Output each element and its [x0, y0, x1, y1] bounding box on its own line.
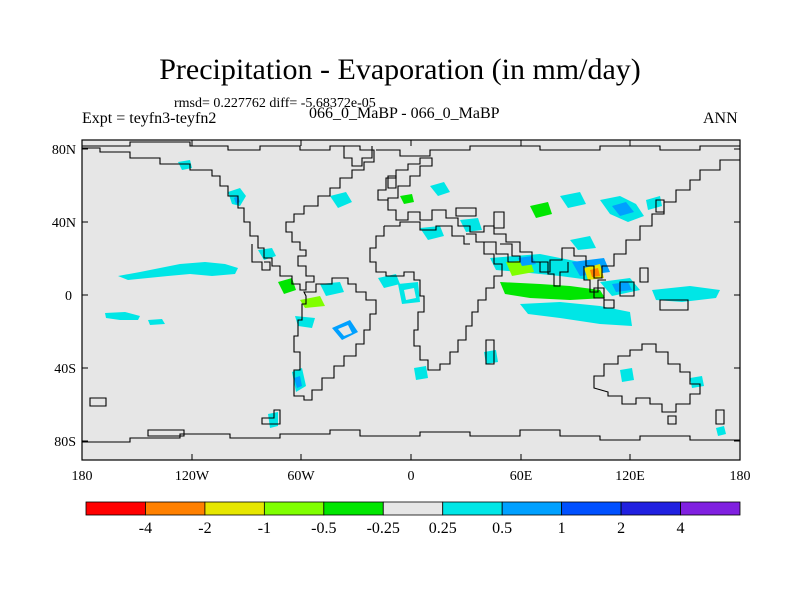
colorbar-label-8: 2: [617, 520, 625, 537]
colorbar-swatch-7: [501, 501, 563, 516]
lat-label-80s: 80S: [54, 435, 76, 450]
colorbar-swatch-9: [620, 501, 681, 516]
patch-mexico: [258, 248, 276, 260]
coast-antarctic-island-1: [89, 397, 107, 407]
coast-mediterranean: [384, 221, 470, 245]
patch-central-asia: [530, 202, 552, 218]
coast-antarctica: [82, 429, 740, 443]
lat-ticks: [82, 148, 740, 442]
patch-siberia: [560, 192, 586, 208]
patch-west-pacific: [652, 286, 720, 302]
colorbar-label-7: 1: [558, 520, 566, 537]
coast-tasmania: [667, 415, 677, 425]
colorbar-label-5: 0.25: [429, 520, 457, 537]
coast-indochina: [583, 266, 606, 293]
coast-uk: [387, 175, 397, 189]
case-label: 066_0_MaBP - 066_0_MaBP: [309, 105, 500, 122]
patch-australia-north: [620, 368, 634, 382]
colorbar-swatch-8: [561, 501, 622, 516]
colorbar-swatch-4: [323, 501, 384, 516]
anomaly-patches: [105, 160, 726, 436]
patch-pacific-north: [118, 262, 238, 280]
patch-middle-east: [460, 218, 482, 232]
colorbar-swatch-3: [263, 501, 325, 516]
lat-label-40s: 40S: [54, 362, 76, 377]
coast-patagonia-island: [261, 409, 281, 425]
colorbar-swatch-10: [680, 501, 741, 516]
lon-label-60w: 60W: [287, 469, 315, 484]
coast-black-sea: [455, 207, 477, 217]
coast-arabia: [484, 241, 521, 263]
coast-sumatra: [593, 287, 615, 309]
colorbar-label-9: 4: [677, 520, 685, 537]
colorbar-label-1: -2: [198, 520, 211, 537]
colorbar-swatch-5: [382, 501, 444, 516]
patch-amazon-3: [320, 282, 344, 296]
lon-label-60e: 60E: [510, 469, 533, 484]
colorbar-label-4: -0.25: [367, 520, 400, 537]
coast-antarctic-island-2: [147, 429, 185, 437]
lon-label-180e: 180: [730, 469, 751, 484]
colorbar-swatch-2: [204, 501, 265, 516]
plot-title: Precipitation - Evaporation (in mm/day): [159, 53, 641, 86]
coast-north-america: [82, 141, 375, 291]
lon-label-0: 0: [408, 469, 415, 484]
coast-india: [538, 261, 569, 287]
experiment-label: Expt = teyfn3-teyfn2: [82, 110, 217, 127]
patch-equatorial-indian: [500, 282, 605, 300]
stats-text: rmsd= 0.227762 diff= -5.68372e-05: [174, 96, 376, 111]
patch-pacific-south: [105, 312, 140, 320]
colorbar-swatch-0: [85, 501, 146, 516]
patch-west-africa: [378, 274, 400, 288]
colorbar-swatch-6: [442, 501, 503, 516]
patch-east-asia-2: [612, 202, 634, 216]
coastlines: [82, 141, 740, 443]
lat-label-40n: 40N: [52, 216, 76, 231]
colorbar-label-3: -0.5: [311, 520, 336, 537]
lon-label-120e: 120E: [615, 469, 645, 484]
patch-central-africa-inner: [404, 288, 416, 300]
coast-eurasia: [376, 145, 740, 279]
lon-label-180w: 180: [72, 469, 93, 484]
lon-label-120w: 120W: [175, 469, 210, 484]
colorbar-label-2: -1: [258, 520, 271, 537]
patch-indochina-2: [590, 268, 600, 277]
patch-amazon-1: [295, 316, 315, 328]
patch-arabian-sea: [490, 254, 600, 280]
patch-south-africa: [414, 366, 428, 380]
lon-ticks: [81, 140, 741, 460]
colorbar-label-0: -4: [139, 520, 152, 537]
patch-tasmania: [716, 426, 726, 436]
coast-new-guinea: [659, 299, 689, 311]
coast-greenland: [343, 146, 373, 167]
colorbar: -4 -2 -1 -0.5 -0.25 0.25 0.5 1 2 4: [85, 501, 741, 537]
coast-africa: [369, 226, 503, 371]
patch-greenland: [178, 160, 192, 170]
lat-label-80n: 80N: [52, 143, 76, 158]
coast-japan: [655, 199, 665, 213]
patch-brazil-inner: [338, 325, 352, 336]
season-label: ANN: [703, 110, 738, 127]
patch-south-america-west-2: [294, 376, 302, 388]
lat-label-0: 0: [65, 289, 72, 304]
patch-maritime-2: [612, 282, 632, 292]
coast-philippines: [639, 267, 649, 283]
coast-australia: [593, 343, 701, 413]
patch-europe-1: [430, 182, 450, 196]
colorbar-label-6: 0.5: [492, 520, 512, 537]
patch-pacific-south-2: [148, 319, 165, 325]
patch-tibet: [570, 236, 596, 250]
patch-australia-east: [690, 376, 704, 388]
colorbar-swatch-1: [145, 501, 206, 516]
coast-new-zealand: [715, 409, 725, 425]
patch-europe-2: [400, 194, 414, 204]
coast-south-america: [293, 277, 377, 401]
coast-borneo: [619, 281, 635, 297]
coast-madagascar: [485, 339, 495, 365]
patch-north-atlantic: [330, 192, 352, 208]
coast-mexico: [251, 244, 271, 271]
coast-caspian: [493, 211, 505, 229]
